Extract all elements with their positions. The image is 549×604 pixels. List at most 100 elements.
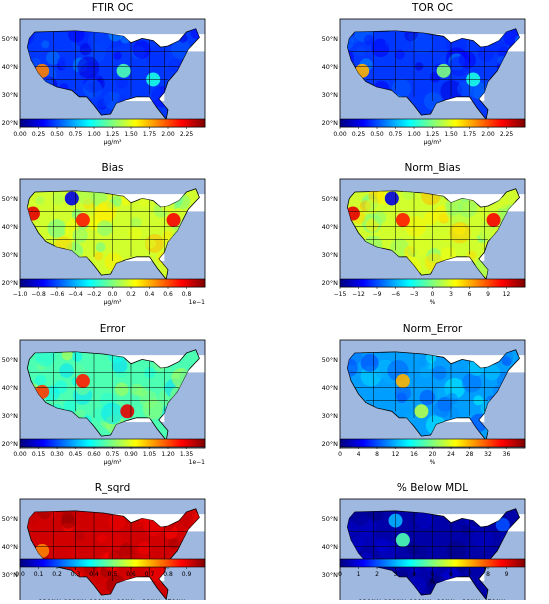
lat-label: 30°N <box>2 571 19 579</box>
lat-label: 40°N <box>2 384 19 392</box>
colorbar-tick-label: 2 <box>375 571 379 578</box>
hotspot-colorado <box>395 213 410 228</box>
hotspot-northern-rockies <box>64 191 79 206</box>
colorbar-tick-label: 0.50 <box>50 131 64 138</box>
field-patch <box>432 365 447 381</box>
colorbar-units: µg/m³ <box>104 299 122 306</box>
field-patch <box>146 46 168 69</box>
panel-ftir-oc: FTIR OC50°N40°N30°N20°N120°W110°W100°W90… <box>2 2 206 146</box>
lat-label: 40°N <box>322 543 339 551</box>
lat-label: 40°N <box>2 63 19 71</box>
canada-region <box>20 19 205 35</box>
colorbar-tick-label: 32 <box>484 451 492 458</box>
field-patch <box>72 351 83 362</box>
colorbar-tick-label: 1.35 <box>180 451 194 458</box>
colorbar-tick-label: 0 <box>338 571 342 578</box>
colorbar-tick-label: 6 <box>468 291 472 298</box>
colorbar-tick-label: 36 <box>503 451 511 458</box>
lat-label: 20°N <box>2 119 19 127</box>
canada-region <box>340 340 525 356</box>
hotspot-colorado <box>75 374 90 389</box>
panel-error: Error50°N40°N30°N20°N120°W110°W100°W90°W… <box>2 323 206 466</box>
colorbar-tick-label: 0.2 <box>52 571 62 578</box>
lat-label: 30°N <box>2 91 19 99</box>
panel-title: R_sqrd <box>95 482 130 494</box>
field-patch <box>95 242 106 253</box>
colorbar-tick-label: 0.4 <box>89 571 99 578</box>
colorbar-tick-label: 9 <box>486 291 490 298</box>
colorbar-tick-label: 2.00 <box>161 131 175 138</box>
canada-region <box>20 499 205 515</box>
map-area <box>20 340 205 448</box>
state-borders <box>349 352 507 423</box>
colorbar-tick-label: 0.60 <box>87 451 101 458</box>
field-patch <box>419 366 432 379</box>
field-patch <box>492 39 507 55</box>
field-patch <box>461 373 482 393</box>
colorbar <box>339 118 526 128</box>
map-area <box>340 340 525 448</box>
hotspot-colorado <box>75 213 90 228</box>
colorbar-units: µg/m³ <box>424 139 442 146</box>
field-patch <box>497 197 509 209</box>
colorbar-tick-label: −15 <box>334 291 347 298</box>
colorbar <box>19 278 206 288</box>
colorbar-tick-label: 1 <box>357 571 361 578</box>
colorbar-tick-label: −3 <box>410 291 419 298</box>
lat-label: 50°N <box>322 356 339 364</box>
field-patch <box>423 211 438 226</box>
colorbar-tick-label: 24 <box>447 451 455 458</box>
panel-title: TOR OC <box>411 2 453 14</box>
panel-bias: Bias50°N40°N30°N20°N120°W110°W100°W90°W8… <box>2 162 206 306</box>
lat-label: 30°N <box>2 412 19 420</box>
colorbar-tick-label: 0.75 <box>389 131 403 138</box>
colorbar-tick-label: 0.7 <box>145 571 155 578</box>
canada-region <box>20 340 205 356</box>
field-patch <box>477 45 495 62</box>
field-patch <box>439 231 452 244</box>
field-patch <box>93 89 112 108</box>
field-patch <box>446 392 458 405</box>
colorbar-tick-label: 1.75 <box>463 131 477 138</box>
hotspot-colorado <box>395 533 410 548</box>
map-area <box>20 179 205 287</box>
colorbar-tick-label: 20 <box>429 451 437 458</box>
field-patch <box>144 367 156 379</box>
colorbar-tick-label: 0.45 <box>69 451 83 458</box>
colorbar-tick-label: 1.00 <box>407 131 421 138</box>
colorbar-tick-label: 0.50 <box>370 131 384 138</box>
colorbar-tick-label: 0.75 <box>106 451 120 458</box>
map-area <box>20 19 205 127</box>
field-patch <box>68 548 79 559</box>
lat-label: 20°N <box>2 440 19 448</box>
colorbar-tick-label: 0.25 <box>352 131 366 138</box>
map-area <box>20 499 205 604</box>
lat-label: 50°N <box>2 35 19 43</box>
hotspot-texas <box>414 404 429 419</box>
colorbar-tick-label: 5 <box>431 571 435 578</box>
colorbar-tick-label: 0.15 <box>32 451 46 458</box>
lat-label: 50°N <box>2 195 19 203</box>
colorbar-tick-label: 0 <box>431 291 435 298</box>
field-patch <box>114 382 129 397</box>
panel-tor-oc: TOR OC50°N40°N30°N20°N120°W110°W100°W90°… <box>322 2 526 146</box>
field-patch <box>371 38 390 58</box>
canada-region <box>20 179 205 195</box>
field-patch <box>414 511 433 529</box>
field-patch <box>61 349 73 361</box>
colorbar-tick-label: 1.25 <box>426 131 440 138</box>
field-patch <box>376 540 387 552</box>
colorbar-tick-label: 2.25 <box>180 131 194 138</box>
field-patch <box>77 56 100 79</box>
field-patch <box>139 81 161 102</box>
lat-label: 20°N <box>322 119 339 127</box>
colorbar-tick-label: 0.1 <box>34 571 44 578</box>
field-patch <box>472 528 494 550</box>
field-patch <box>365 199 380 214</box>
colorbar-tick-label: 0.8 <box>163 571 173 578</box>
lat-label: 50°N <box>322 195 339 203</box>
colorbar-tick-label: −0.6 <box>50 291 65 298</box>
colorbar-tick-label: −12 <box>352 291 365 298</box>
field-patch <box>391 78 412 99</box>
